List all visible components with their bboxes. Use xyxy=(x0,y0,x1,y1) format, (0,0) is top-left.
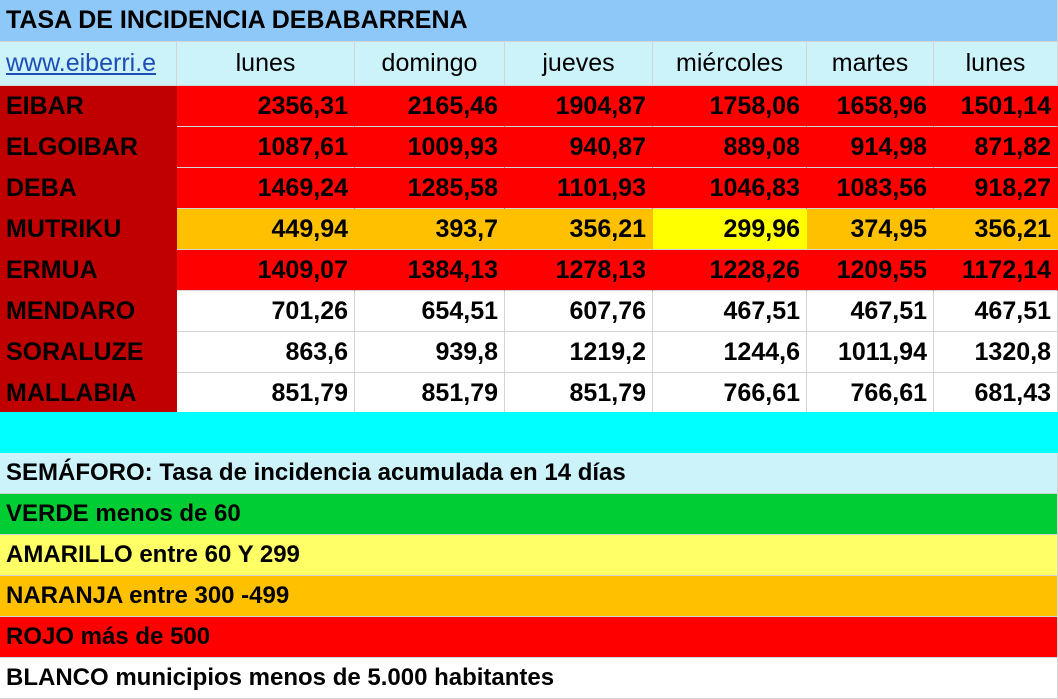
incidence-value: 2356,31 xyxy=(177,86,355,127)
incidence-value: 449,94 xyxy=(177,209,355,250)
incidence-value: 1469,24 xyxy=(177,168,355,209)
legend-orange-row: NARANJA entre 300 -499 xyxy=(0,576,1058,617)
incidence-value: 1228,26 xyxy=(653,250,807,291)
eiberri-link[interactable]: www.eiberri.e xyxy=(0,42,177,86)
incidence-value: 889,08 xyxy=(653,127,807,168)
incidence-value: 1172,14 xyxy=(934,250,1058,291)
incidence-value: 467,51 xyxy=(653,291,807,332)
incidence-value: 467,51 xyxy=(934,291,1058,332)
incidence-value: 851,79 xyxy=(177,373,355,414)
incidence-value: 1219,2 xyxy=(505,332,653,373)
incidence-value: 701,26 xyxy=(177,291,355,332)
incidence-value: 374,95 xyxy=(807,209,934,250)
incidence-value: 766,61 xyxy=(653,373,807,414)
table-row: ELGOIBAR 1087,61 1009,93 940,87 889,08 914,98… xyxy=(0,127,1058,168)
spacer-row xyxy=(0,412,1058,453)
incidence-value: 851,79 xyxy=(505,373,653,414)
incidence-value: 1101,93 xyxy=(505,168,653,209)
legend-yellow: AMARILLO entre 60 Y 299 xyxy=(0,535,1058,576)
incidence-value: 871,82 xyxy=(934,127,1058,168)
day-header: jueves xyxy=(505,42,653,86)
incidence-value: 1011,94 xyxy=(807,332,934,373)
header-row: www.eiberri.e lunes domingo jueves miércole… xyxy=(0,42,1058,86)
incidence-value: 1409,07 xyxy=(177,250,355,291)
table-row: ERMUA 1409,07 1384,13 1278,13 1228,26 1209,55… xyxy=(0,250,1058,291)
incidence-value: 1209,55 xyxy=(807,250,934,291)
incidence-value: 681,43 xyxy=(934,373,1058,414)
legend-orange: NARANJA entre 300 -499 xyxy=(0,576,1058,617)
incidence-value: 1501,14 xyxy=(934,86,1058,127)
incidence-value: 918,27 xyxy=(934,168,1058,209)
day-header: miércoles xyxy=(653,42,807,86)
incidence-value: 1009,93 xyxy=(355,127,505,168)
incidence-value: 1384,13 xyxy=(355,250,505,291)
legend-heading: SEMÁFORO: Tasa de incidencia acumulada e… xyxy=(0,453,1058,494)
day-header: lunes xyxy=(934,42,1058,86)
incidence-value: 1087,61 xyxy=(177,127,355,168)
legend-heading-row: SEMÁFORO: Tasa de incidencia acumulada e… xyxy=(0,453,1058,494)
legend-white: BLANCO municipios menos de 5.000 habitan… xyxy=(0,658,1058,699)
municipality-name: ERMUA xyxy=(0,250,177,291)
incidence-value: 1904,87 xyxy=(505,86,653,127)
incidence-value: 1285,58 xyxy=(355,168,505,209)
title-row: TASA DE INCIDENCIA DEBABARRENA xyxy=(0,0,1058,42)
incidence-value: 1320,8 xyxy=(934,332,1058,373)
incidence-value: 393,7 xyxy=(355,209,505,250)
day-header: domingo xyxy=(355,42,505,86)
incidence-value: 1658,96 xyxy=(807,86,934,127)
legend-red-row: ROJO más de 500 xyxy=(0,617,1058,658)
table-row: SORALUZE 863,6 939,8 1219,2 1244,6 1011,94 132… xyxy=(0,332,1058,373)
legend-white-row: BLANCO municipios menos de 5.000 habitan… xyxy=(0,658,1058,699)
incidence-value: 2165,46 xyxy=(355,86,505,127)
incidence-value: 1758,06 xyxy=(653,86,807,127)
table-row: MENDARO 701,26 654,51 607,76 467,51 467,51 467… xyxy=(0,291,1058,332)
legend-yellow-row: AMARILLO entre 60 Y 299 xyxy=(0,535,1058,576)
incidence-value: 654,51 xyxy=(355,291,505,332)
incidence-value: 766,61 xyxy=(807,373,934,414)
municipality-name: SORALUZE xyxy=(0,332,177,373)
incidence-value: 607,76 xyxy=(505,291,653,332)
incidence-value: 1278,13 xyxy=(505,250,653,291)
day-header: lunes xyxy=(177,42,355,86)
incidence-value: 863,6 xyxy=(177,332,355,373)
table-row: MALLABIA 851,79 851,79 851,79 766,61 766,61 68… xyxy=(0,373,1058,414)
incidence-value: 1046,83 xyxy=(653,168,807,209)
incidence-value: 940,87 xyxy=(505,127,653,168)
incidence-value: 299,96 xyxy=(653,209,807,250)
incidence-value: 939,8 xyxy=(355,332,505,373)
table-row: EIBAR 2356,31 2165,46 1904,87 1758,06 1658,96… xyxy=(0,86,1058,127)
incidence-value: 467,51 xyxy=(807,291,934,332)
legend-red: ROJO más de 500 xyxy=(0,617,1058,658)
legend-green-row: VERDE menos de 60 xyxy=(0,494,1058,535)
incidence-value: 356,21 xyxy=(505,209,653,250)
table-row: MUTRIKU 449,94 393,7 356,21 299,96 374,95 356,… xyxy=(0,209,1058,250)
incidence-value: 356,21 xyxy=(934,209,1058,250)
incidence-value: 1083,56 xyxy=(807,168,934,209)
incidence-value: 1244,6 xyxy=(653,332,807,373)
sheet-title: TASA DE INCIDENCIA DEBABARRENA xyxy=(0,0,1058,42)
municipality-name: MUTRIKU xyxy=(0,209,177,250)
table-row: DEBA 1469,24 1285,58 1101,93 1046,83 1083,56 9… xyxy=(0,168,1058,209)
incidence-value: 851,79 xyxy=(355,373,505,414)
municipality-name: EIBAR xyxy=(0,86,177,127)
day-header: martes xyxy=(807,42,934,86)
municipality-name: ELGOIBAR xyxy=(0,127,177,168)
municipality-name: MALLABIA xyxy=(0,373,177,414)
legend-green: VERDE menos de 60 xyxy=(0,494,1058,535)
municipality-name: MENDARO xyxy=(0,291,177,332)
incidence-value: 914,98 xyxy=(807,127,934,168)
municipality-name: DEBA xyxy=(0,168,177,209)
